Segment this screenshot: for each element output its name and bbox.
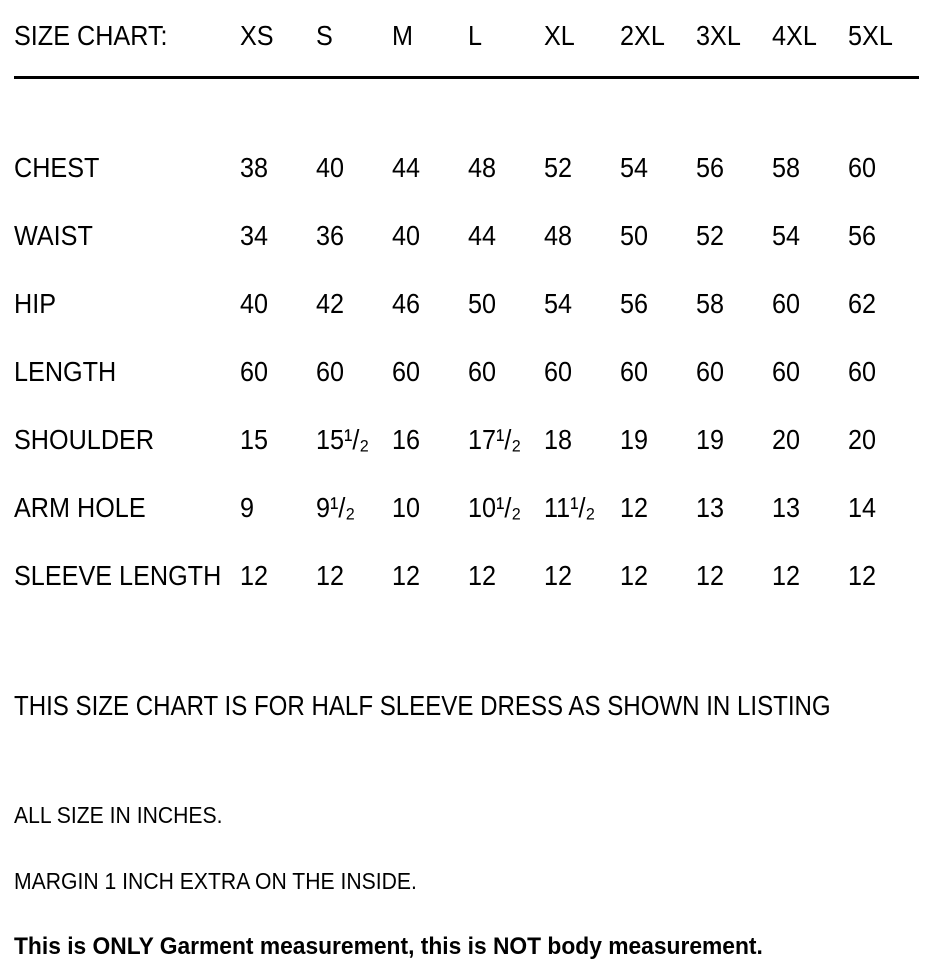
header-divider-line [14, 76, 919, 79]
cell-value: 60 [392, 356, 421, 387]
size-header-5xl: 5XL [848, 20, 893, 51]
cell-value: 56 [696, 152, 725, 183]
cell-value: 60 [772, 288, 801, 319]
cell-value: 12 [620, 560, 649, 591]
cell-value: 9¹/₂ [316, 492, 356, 523]
size-header-l: L [468, 20, 483, 51]
size-header-2xl: 2XL [620, 20, 665, 51]
cell-value: 12 [392, 560, 421, 591]
cell-value: 60 [240, 356, 269, 387]
row-label: SLEEVE LENGTH [14, 560, 222, 591]
cell-value: 40 [316, 152, 345, 183]
table-row-length: LENGTH 60 60 60 60 60 60 60 60 60 [14, 338, 931, 406]
cell-value: 52 [696, 220, 725, 251]
table-row-sleeve-length: SLEEVE LENGTH 12 12 12 12 12 12 12 12 12 [14, 542, 931, 610]
size-header-4xl: 4XL [772, 20, 817, 51]
cell-value: 12 [848, 560, 877, 591]
row-label: ARM HOLE [14, 492, 146, 523]
cell-value: 34 [240, 220, 269, 251]
cell-value: 42 [316, 288, 345, 319]
cell-value: 19 [620, 424, 649, 455]
cell-value: 9 [240, 492, 255, 523]
size-chart-body: CHEST 38 40 44 48 52 54 56 58 60 WAIST 3… [14, 134, 931, 610]
row-label: HIP [14, 288, 57, 319]
cell-value: 16 [392, 424, 421, 455]
note-all-size-inches: ALL SIZE IN INCHES. [14, 802, 223, 828]
cell-value: 54 [620, 152, 649, 183]
row-label: CHEST [14, 152, 100, 183]
table-row-shoulder: SHOULDER 15 15¹/₂ 16 17¹/₂ 18 19 19 20 2… [14, 406, 931, 474]
cell-value: 12 [544, 560, 573, 591]
cell-value: 12 [468, 560, 497, 591]
size-header-xl: XL [544, 20, 575, 51]
cell-value: 18 [544, 424, 573, 455]
cell-value: 44 [468, 220, 497, 251]
cell-value: 15¹/₂ [316, 424, 370, 455]
cell-value: 60 [468, 356, 497, 387]
row-label: LENGTH [14, 356, 117, 387]
table-row-waist: WAIST 34 36 40 44 48 50 52 54 56 [14, 202, 931, 270]
cell-value: 56 [848, 220, 877, 251]
cell-value: 54 [772, 220, 801, 251]
cell-value: 44 [392, 152, 421, 183]
size-chart-table: SIZE CHART: XS S M L XL 2XL 3XL 4XL 5XL … [14, 14, 931, 610]
table-row-arm-hole: ARM HOLE 9 9¹/₂ 10 10¹/₂ 11¹/₂ 12 13 13 … [14, 474, 931, 542]
cell-value: 12 [696, 560, 725, 591]
cell-value: 12 [240, 560, 269, 591]
cell-value: 54 [544, 288, 573, 319]
cell-value: 20 [848, 424, 877, 455]
cell-value: 58 [772, 152, 801, 183]
size-chart-header-row: SIZE CHART: XS S M L XL 2XL 3XL 4XL 5XL [14, 14, 931, 58]
table-row-hip: HIP 40 42 46 50 54 56 58 60 62 [14, 270, 931, 338]
cell-value: 56 [620, 288, 649, 319]
cell-value: 60 [544, 356, 573, 387]
row-label: WAIST [14, 220, 93, 251]
table-row-chest: CHEST 38 40 44 48 52 54 56 58 60 [14, 134, 931, 202]
chart-scope-heading: THIS SIZE CHART IS FOR HALF SLEEVE DRESS… [14, 690, 831, 721]
note-garment-measurement: This is ONLY Garment measurement, this i… [14, 933, 763, 959]
cell-value: 10 [392, 492, 421, 523]
cell-value: 12 [620, 492, 649, 523]
cell-value: 12 [772, 560, 801, 591]
cell-value: 48 [544, 220, 573, 251]
cell-value: 14 [848, 492, 877, 523]
size-header-m: M [392, 20, 413, 51]
cell-value: 40 [240, 288, 269, 319]
cell-value: 60 [316, 356, 345, 387]
cell-value: 62 [848, 288, 877, 319]
size-header-3xl: 3XL [696, 20, 741, 51]
cell-value: 46 [392, 288, 421, 319]
cell-value: 13 [772, 492, 801, 523]
cell-value: 17¹/₂ [468, 424, 522, 455]
cell-value: 48 [468, 152, 497, 183]
cell-value: 60 [772, 356, 801, 387]
size-header-s: S [316, 20, 333, 51]
note-margin-extra: MARGIN 1 INCH EXTRA ON THE INSIDE. [14, 868, 417, 894]
cell-value: 13 [696, 492, 725, 523]
cell-value: 60 [848, 152, 877, 183]
cell-value: 10¹/₂ [468, 492, 522, 523]
cell-value: 50 [468, 288, 497, 319]
cell-value: 20 [772, 424, 801, 455]
cell-value: 11¹/₂ [544, 492, 596, 523]
row-label: SHOULDER [14, 424, 155, 455]
cell-value: 40 [392, 220, 421, 251]
cell-value: 58 [696, 288, 725, 319]
cell-value: 38 [240, 152, 269, 183]
size-chart-title: SIZE CHART: [14, 20, 168, 51]
size-header-xs: XS [240, 20, 274, 51]
cell-value: 12 [316, 560, 345, 591]
cell-value: 36 [316, 220, 345, 251]
cell-value: 60 [848, 356, 877, 387]
cell-value: 50 [620, 220, 649, 251]
cell-value: 15 [240, 424, 269, 455]
cell-value: 60 [620, 356, 649, 387]
cell-value: 19 [696, 424, 725, 455]
cell-value: 60 [696, 356, 725, 387]
cell-value: 52 [544, 152, 573, 183]
